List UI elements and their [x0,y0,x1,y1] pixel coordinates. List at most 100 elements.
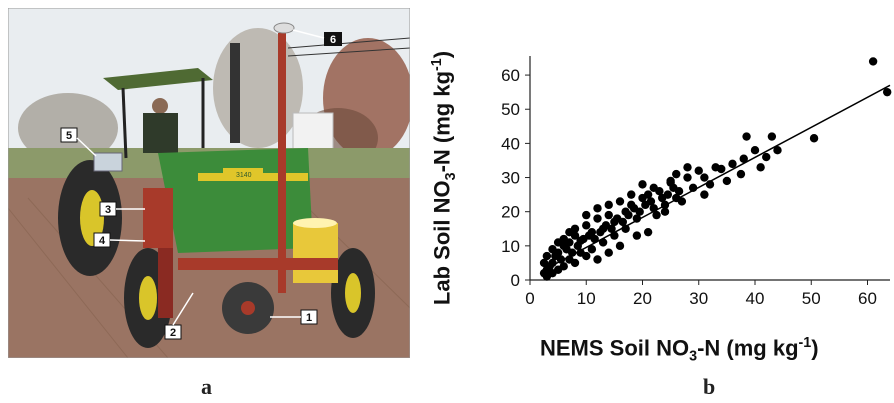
rear-wheel [58,160,122,276]
data-point [567,248,577,257]
x-tick-label: 10 [577,289,596,308]
callout-1: 1 [270,309,318,325]
data-point [750,146,760,155]
y-axis-label: Lab Soil NO3-N (mg kg-1) [429,50,459,306]
data-point [607,224,616,233]
data-point [565,227,574,237]
data-point [593,214,602,223]
x-tick-label: 60 [858,289,877,308]
data-point [624,210,633,220]
data-point [604,200,613,210]
y-tick-label: 0 [511,271,520,290]
callout-2: 2 [164,292,194,340]
svg-text:1: 1 [306,312,312,324]
antenna-mast [278,33,286,293]
x-axis-label: NEMS Soil NO3-N (mg kg-1) [540,335,819,365]
model-plate: 3140 [236,172,252,179]
exhaust-pipe [230,43,240,143]
data-point [736,169,746,179]
data-point [539,258,549,268]
x-tick-label: 30 [689,289,708,308]
data-point [621,224,630,233]
chart-axes [529,56,890,281]
data-point [683,173,692,182]
callout-6: 6 [292,29,342,46]
data-point [663,190,673,199]
tractor-photo: 3140 6 5 [8,8,410,358]
svg-text:2: 2 [170,327,176,339]
data-point [542,251,552,261]
data-point [632,231,642,240]
data-point [742,132,751,141]
callout-labels: 6 5 3 4 2 1 [60,29,342,340]
y-tick-label: 20 [501,203,520,222]
data-point [604,248,613,257]
x-tick-label: 0 [525,289,534,308]
driver [143,98,178,153]
x-tick-label: 40 [746,289,765,308]
water-tank [293,218,338,283]
data-point [767,132,777,141]
y-tick-label: 10 [501,237,520,256]
scatter-chart: 0 10 20 30 40 50 60 0 10 20 30 40 50 60 [501,56,892,308]
data-point [672,169,681,179]
data-point [548,245,557,254]
data-point [615,241,625,251]
data-point [604,210,613,220]
data-point [638,180,647,189]
data-point [683,163,692,172]
data-point [868,57,878,66]
data-point [576,236,585,245]
power-wire [287,37,410,49]
x-tick-label: 20 [633,289,652,308]
data-point [649,183,658,192]
svg-text:6: 6 [330,34,336,46]
front-wheel-right [331,248,375,338]
data-point [615,197,625,206]
data-point [632,214,642,223]
data-point [582,210,591,220]
sampling-frame [143,188,338,318]
callout-4: 4 [93,232,146,248]
data-point [596,227,605,237]
data-point [553,265,563,274]
x-tick-label: 50 [802,289,821,308]
data-point [882,87,892,97]
trend-line [540,84,891,273]
data-point [660,207,670,216]
data-point [739,154,748,163]
panel-a-caption: a [201,374,212,399]
panel-b-caption: b [703,374,716,399]
svg-text:5: 5 [66,130,72,142]
data-point [618,217,628,227]
tractor-body: 3140 [158,148,313,253]
callout-5: 5 [60,127,97,157]
house [292,112,334,154]
gps-antenna [273,22,295,34]
data-point [666,176,675,186]
y-tick-label: 60 [501,66,520,85]
data-point [576,248,585,257]
data-point [553,238,563,247]
data-point [756,163,765,172]
svg-text:3: 3 [105,204,111,216]
data-point [593,255,602,264]
y-tick-label: 30 [501,169,520,188]
data-point [677,197,687,206]
data-point [587,245,597,254]
data-point [635,207,644,216]
data-point [809,134,819,143]
control-box [93,152,123,172]
chart-points [539,57,892,281]
regression-line [540,84,891,273]
data-point [646,197,656,206]
data-point [674,187,684,196]
data-point [700,173,709,182]
svg-text:4: 4 [99,235,106,247]
data-point [593,204,602,213]
data-point [717,164,726,174]
chart-ticks: 0 10 20 30 40 50 60 0 10 20 30 40 50 60 [501,66,877,308]
coulter-disk [222,282,274,334]
callout-3: 3 [99,201,145,217]
data-point [762,152,771,162]
